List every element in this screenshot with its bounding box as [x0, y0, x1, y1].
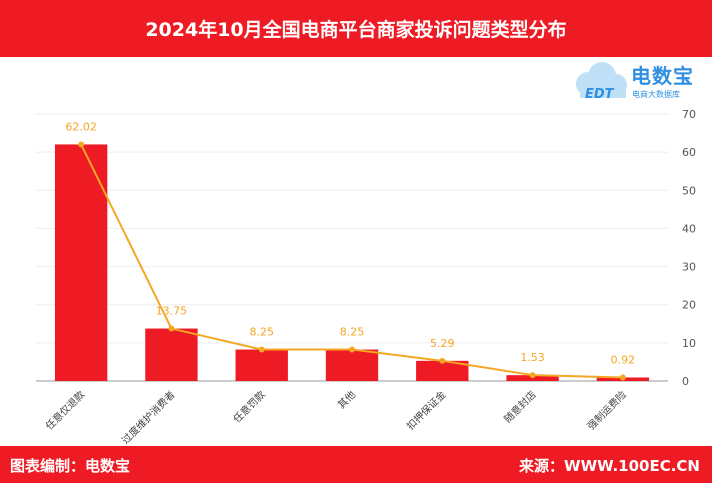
bars	[54, 144, 650, 381]
y-tick-label: 30	[682, 261, 696, 274]
y-tick-label: 10	[682, 337, 696, 350]
bar	[235, 349, 288, 381]
y-tick-label: 50	[682, 184, 696, 197]
data-label: 13.75	[156, 305, 188, 318]
trend-point	[78, 141, 85, 148]
trend-point	[168, 325, 175, 332]
trend-point	[258, 346, 265, 353]
data-label: 62.02	[65, 120, 97, 133]
data-labels: 62.02 13.75 8.25 8.25 5.29 1.53 0.92	[65, 120, 635, 366]
header-bar: 2024年10月全国电商平台商家投诉问题类型分布	[0, 0, 712, 57]
x-category-label: 任意仅退款	[43, 388, 88, 433]
footer-bar: 图表编制：电数宝 来源：WWW.100EC.CN	[0, 446, 712, 483]
page-title: 2024年10月全国电商平台商家投诉问题类型分布	[145, 19, 567, 41]
trend-line	[78, 141, 626, 381]
x-category-label: 扣押保证金	[404, 388, 449, 433]
y-axis-ticks: 0 10 20 30 40 50 60 70	[682, 108, 696, 388]
x-category-label: 其他	[335, 388, 358, 411]
bar	[325, 349, 379, 381]
bar	[145, 328, 198, 381]
data-label: 0.92	[611, 353, 636, 366]
x-category-label: 强制运费险	[584, 388, 629, 433]
chart-area: 0 10 20 30 40 50 60 70 任意仅退款 过度维护消费者 任意罚款 其他 扣押保证金 随…	[36, 108, 696, 446]
y-tick-label: 40	[682, 222, 696, 235]
data-label: 8.25	[249, 326, 274, 339]
logo: EDT	[566, 58, 706, 106]
x-axis-categories: 任意仅退款 过度维护消费者 任意罚款 其他 扣押保证金 随意封店 强制运费险	[43, 388, 629, 446]
logo-subtext: 电商大数据库	[632, 90, 680, 99]
data-label: 8.25	[340, 326, 365, 339]
footer-source: 来源：WWW.100EC.CN	[519, 457, 700, 475]
x-category-label: 任意罚款	[230, 388, 267, 425]
x-category-label: 过度维护消费者	[119, 388, 178, 446]
data-label: 5.29	[430, 337, 455, 350]
logo-text: 电数宝	[631, 64, 694, 88]
trend-point	[439, 357, 446, 364]
y-tick-label: 70	[682, 108, 696, 121]
trend-point	[349, 346, 355, 353]
y-tick-label: 20	[682, 299, 696, 312]
y-tick-label: 60	[682, 146, 696, 159]
trend-point	[619, 374, 626, 381]
bar	[54, 144, 108, 381]
y-tick-label: 0	[682, 375, 689, 388]
x-category-label: 随意封店	[501, 388, 538, 425]
data-label: 1.53	[520, 351, 545, 364]
bar	[416, 360, 469, 381]
cloud-logo-icon: EDT	[576, 62, 627, 102]
logo-badge: EDT	[585, 87, 615, 102]
trend-point	[529, 372, 536, 379]
footer-credit: 图表编制：电数宝	[10, 457, 131, 475]
